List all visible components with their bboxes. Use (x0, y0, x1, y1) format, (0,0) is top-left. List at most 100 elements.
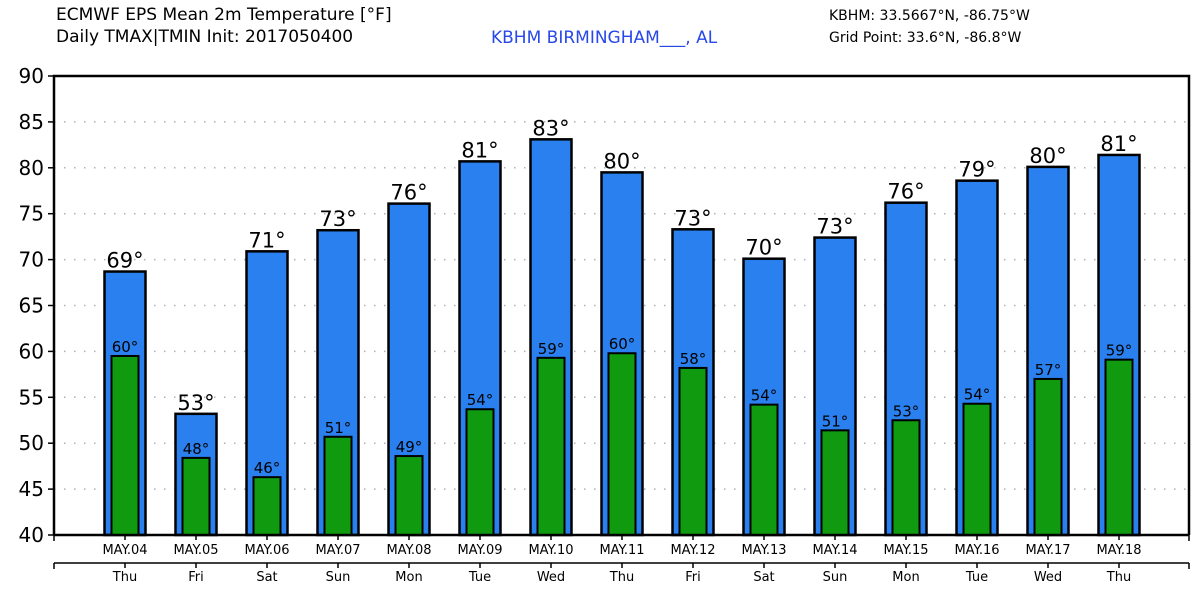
bars: 69° 60° 53° 48° 71° 46° 73° 51° 76° 49° 81° 54° 83° 5… (103, 116, 1141, 537)
tmax-label: 69° (106, 249, 143, 273)
tmin-label: 54° (467, 391, 494, 409)
tmax-label: 80° (603, 149, 640, 173)
y-tick-label: 45 (19, 477, 44, 501)
y-tick-label: 90 (19, 64, 44, 88)
day-bar-group: 53° 48° (174, 391, 218, 537)
tmin-bar (536, 356, 566, 536)
tmin-label: 48° (183, 440, 210, 458)
tmin-label: 58° (680, 350, 707, 368)
tmin-bar (323, 435, 353, 536)
x-date-label: MAY.06 (244, 543, 289, 558)
tmax-label: 83° (532, 116, 569, 140)
x-date-label: MAY.16 (954, 543, 999, 558)
chart-subtitle: Daily TMAX|TMIN Init: 2017050400 (56, 27, 354, 47)
y-tick-label: 75 (19, 202, 44, 226)
y-tick-label: 55 (19, 385, 44, 409)
x-day-label: Tue (468, 570, 491, 585)
x-day-label: Mon (395, 570, 422, 585)
y-tick-label: 85 (19, 110, 44, 134)
grid-point-coordinates: Grid Point: 33.6°N, -86.8°W (829, 30, 1022, 46)
tmin-label: 53° (893, 402, 920, 420)
tmax-label: 53° (177, 391, 214, 415)
day-bar-group: 81° 54° (458, 138, 502, 537)
tmin-label: 59° (1106, 342, 1133, 360)
x-date-label: MAY.17 (1025, 543, 1070, 558)
x-date-label: MAY.13 (741, 543, 786, 558)
tmin-label: 54° (751, 387, 778, 405)
tmin-label: 49° (396, 438, 423, 456)
x-date-label: MAY.07 (315, 543, 360, 558)
plot-border (52, 74, 1191, 535)
day-bar-group: 83° 59° (529, 116, 573, 537)
y-axis: 40 45 50 55 60 65 70 75 80 85 90 (19, 64, 54, 547)
x-day-label: Sat (256, 570, 277, 585)
tmin-bar (1033, 377, 1063, 536)
x-day-label: Wed (1034, 570, 1062, 585)
station-name: KBHM BIRMINGHAM___, AL (491, 28, 718, 48)
tmin-bar (607, 352, 637, 536)
day-bar-group: 76° 53° (884, 180, 928, 537)
day-bar-group: 73° 51° (316, 207, 360, 537)
tmin-label: 51° (822, 412, 849, 430)
tmax-label: 80° (1029, 144, 1066, 168)
tmin-bar (465, 408, 495, 537)
tmax-label: 73° (674, 206, 711, 230)
x-date-label: MAY.18 (1096, 543, 1141, 558)
x-day-label: Thu (112, 570, 137, 585)
x-axis: MAY.04 MAY.05 MAY.06 MAY.07 MAY.08 MAY.09 MAY.… (53, 535, 1190, 585)
x-day-label: Mon (892, 570, 919, 585)
day-bar-group: 81° 59° (1097, 132, 1141, 537)
day-bar-group: 80° 60° (600, 149, 644, 537)
x-day-label: Thu (1106, 570, 1131, 585)
tmin-bar (962, 402, 992, 537)
x-day-label: Fri (685, 570, 701, 585)
day-bar-group: 80° 57° (1026, 144, 1070, 537)
y-tick-label: 50 (19, 431, 44, 455)
tmax-label: 79° (958, 158, 995, 182)
day-bar-group: 70° 54° (742, 236, 786, 537)
x-day-label: Tue (965, 570, 988, 585)
tmin-label: 60° (112, 338, 139, 356)
x-date-label: MAY.12 (670, 543, 715, 558)
day-bar-group: 76° 49° (387, 181, 431, 537)
tmax-label: 81° (461, 138, 498, 162)
tmin-bar (181, 456, 211, 536)
x-date-label: MAY.11 (599, 543, 644, 558)
tmin-bar (394, 455, 424, 536)
x-day-label: Sat (753, 570, 774, 585)
x-date-label: MAY.10 (528, 543, 573, 558)
tmin-label: 60° (609, 335, 636, 353)
x-day-label: Fri (188, 570, 204, 585)
chart-title: ECMWF EPS Mean 2m Temperature [°F] (56, 5, 392, 25)
station-coordinates: KBHM: 33.5667°N, -86.75°W (829, 8, 1030, 24)
y-tick-label: 60 (19, 339, 44, 363)
y-tick-label: 65 (19, 294, 44, 318)
tmin-bar (820, 429, 850, 536)
day-bar-group: 69° 60° (103, 249, 147, 537)
tmax-label: 76° (390, 181, 427, 205)
tmin-label: 51° (325, 419, 352, 437)
day-bar-group: 73° 51° (813, 215, 857, 537)
x-day-label: Thu (609, 570, 634, 585)
x-date-label: MAY.04 (102, 543, 147, 558)
x-date-label: MAY.09 (457, 543, 502, 558)
tmin-bar (1104, 358, 1134, 536)
tmax-label: 76° (887, 180, 924, 204)
x-day-label: Wed (537, 570, 565, 585)
x-day-label: Sun (823, 570, 848, 585)
y-tick-label: 40 (19, 523, 44, 547)
day-bar-group: 79° 54° (955, 158, 999, 537)
tmin-bar (891, 419, 921, 536)
tmin-label: 57° (1035, 361, 1062, 379)
day-bar-group: 73° 58° (671, 206, 715, 537)
x-day-label: Sun (326, 570, 351, 585)
tmax-label: 73° (816, 215, 853, 239)
x-date-label: MAY.08 (386, 543, 431, 558)
tmin-bar (749, 403, 779, 537)
x-date-label: MAY.05 (173, 543, 218, 558)
tmax-label: 71° (248, 228, 285, 252)
tmax-label: 70° (745, 236, 782, 260)
tmax-label: 81° (1100, 132, 1137, 156)
day-bar-group: 71° 46° (245, 228, 289, 537)
